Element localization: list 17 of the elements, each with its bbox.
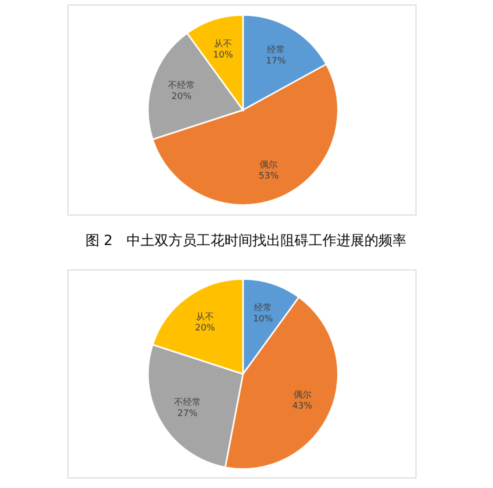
slice-label: 从不	[214, 38, 232, 50]
slice-label: 经常	[254, 302, 272, 314]
slice-label: 不经常	[168, 80, 196, 92]
slice-label: 从不	[196, 312, 214, 323]
caption: 图 2 中土双方员工花时间找出阻碍工作进展的频率	[85, 233, 407, 249]
slice-label: 偶尔	[260, 159, 278, 170]
data-label: 20%	[172, 92, 192, 102]
data-label: 43%	[292, 402, 313, 412]
data-label: 53%	[258, 171, 280, 182]
data-label: 27%	[177, 408, 198, 419]
slice-label: 经常	[266, 44, 285, 56]
slice-label: 不经常	[174, 396, 201, 408]
data-label: 10%	[213, 50, 234, 61]
data-label: 17%	[266, 56, 286, 66]
data-label: 10%	[252, 314, 274, 325]
slice-label: 偶尔	[293, 390, 312, 401]
data-label: 20%	[195, 324, 216, 334]
